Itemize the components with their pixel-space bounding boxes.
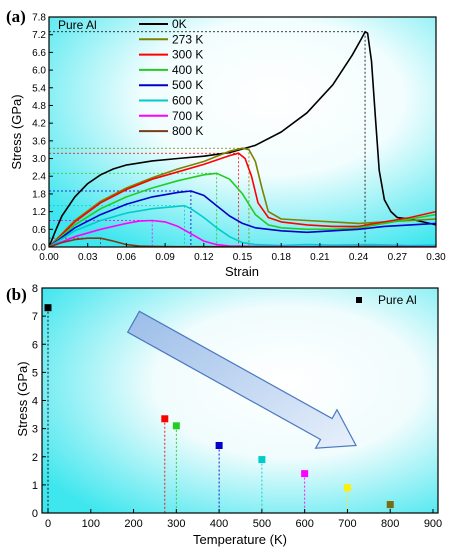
data-point xyxy=(161,415,169,423)
panel-b-legend: Pure Al xyxy=(356,293,417,307)
x-tick-label: 500 xyxy=(253,518,271,530)
x-tick-label: 0.18 xyxy=(271,252,291,263)
panel-b-xlabel: Temperature (K) xyxy=(193,532,287,547)
panel-a-xlabel: Strain xyxy=(225,264,259,279)
data-point xyxy=(44,304,52,312)
panel-a-ylabel: Stress (GPa) xyxy=(9,94,24,169)
series-line-0k xyxy=(49,30,436,247)
legend-label: 800 K xyxy=(172,124,203,138)
legend-label: 300 K xyxy=(172,48,203,62)
legend-label: Pure Al xyxy=(378,293,417,307)
x-tick-label: 0.15 xyxy=(233,252,253,263)
y-tick-label: 8 xyxy=(32,283,38,295)
panel-a-label: (a) xyxy=(6,7,26,26)
y-tick-label: 6.0 xyxy=(32,66,46,77)
panel-b-label: (b) xyxy=(6,285,27,304)
panel-b-trend-arrow xyxy=(126,310,357,449)
y-tick-label: 5 xyxy=(32,367,38,379)
panel-a-reference-lines xyxy=(49,31,366,247)
x-tick-label: 700 xyxy=(338,518,356,530)
y-tick-label: 7.8 xyxy=(32,13,46,24)
x-tick-label: 0 xyxy=(45,518,51,530)
legend-label: 700 K xyxy=(172,109,203,123)
x-tick-label: 0.30 xyxy=(426,252,446,263)
series-line-600k xyxy=(49,204,436,247)
panel-a-annotation: Pure Al xyxy=(58,18,97,32)
y-tick-label: 1.2 xyxy=(32,207,46,218)
x-tick-label: 600 xyxy=(295,518,313,530)
panel-a: 0.00 0.03 0.06 0.09 0.12 0.15 0.18 0.21 0.24 0.27… xyxy=(6,7,446,279)
legend-label: 0K xyxy=(172,17,187,31)
legend-label: 500 K xyxy=(172,78,203,92)
y-tick-label: 3.6 xyxy=(32,136,46,147)
legend-label: 273 K xyxy=(172,32,203,46)
y-tick-label: 6 xyxy=(32,339,38,351)
x-tick-label: 300 xyxy=(167,518,185,530)
legend-label: 600 K xyxy=(172,94,203,108)
y-tick-label: 2 xyxy=(32,452,38,464)
y-tick-label: 3 xyxy=(32,424,38,436)
trend-arrow xyxy=(126,310,357,449)
series-line-273k xyxy=(49,147,436,247)
x-tick-label: 0.12 xyxy=(194,252,214,263)
y-tick-label: 4.2 xyxy=(32,119,46,130)
data-point xyxy=(172,422,180,430)
x-tick-label: 400 xyxy=(210,518,228,530)
data-point xyxy=(215,442,223,449)
panel-b-plot-area xyxy=(42,288,438,513)
y-tick-label: 6.6 xyxy=(32,48,46,59)
legend-marker xyxy=(356,297,362,303)
y-tick-label: 1 xyxy=(32,480,38,492)
y-tick-label: 5.4 xyxy=(32,83,46,94)
y-tick-label: 3.0 xyxy=(32,154,46,165)
y-tick-label: 4 xyxy=(32,396,38,408)
y-tick-label: 2.4 xyxy=(32,172,46,183)
y-tick-label: 7.2 xyxy=(32,30,46,41)
data-point xyxy=(258,456,266,464)
x-tick-label: 100 xyxy=(82,518,100,530)
x-tick-label: 0.09 xyxy=(155,252,175,263)
data-point xyxy=(301,470,309,478)
panel-b-ticks: 0 100 200 300 400 500 600 700 800 900 0 1 2 3 4 5 6 7 8 xyxy=(32,283,442,530)
y-tick-label: 0.6 xyxy=(32,225,46,236)
series-line-400k xyxy=(49,172,436,247)
data-point xyxy=(343,484,351,492)
y-tick-label: 0.0 xyxy=(32,243,46,254)
x-tick-label: 0.06 xyxy=(117,252,137,263)
panel-a-ticks: 0.00 0.03 0.06 0.09 0.12 0.15 0.18 0.21 0.24 0.27… xyxy=(32,13,446,264)
panel-a-series xyxy=(49,30,436,247)
panel-b-points xyxy=(44,304,394,513)
x-tick-label: 0.21 xyxy=(310,252,330,263)
x-tick-label: 0.03 xyxy=(78,252,98,263)
x-tick-label: 200 xyxy=(124,518,142,530)
y-tick-label: 4.8 xyxy=(32,101,46,112)
x-tick-label: 0.24 xyxy=(349,252,369,263)
x-tick-label: 800 xyxy=(381,518,399,530)
series-line-500k xyxy=(49,190,436,247)
panel-b: 0 100 200 300 400 500 600 700 800 900 0 1 2 3 4 5 6 7 8 Pu… xyxy=(6,283,442,547)
x-tick-label: 900 xyxy=(424,518,442,530)
x-tick-label: 0.27 xyxy=(388,252,408,263)
y-tick-label: 0 xyxy=(32,508,38,520)
x-tick-label: 0.00 xyxy=(39,252,59,263)
series-line-300k xyxy=(49,152,436,247)
y-tick-label: 7 xyxy=(32,311,38,323)
legend-label: 400 K xyxy=(172,63,203,77)
y-tick-label: 1.8 xyxy=(32,189,46,200)
panel-b-ylabel: Stress (GPa) xyxy=(15,361,30,436)
data-point xyxy=(386,501,394,509)
